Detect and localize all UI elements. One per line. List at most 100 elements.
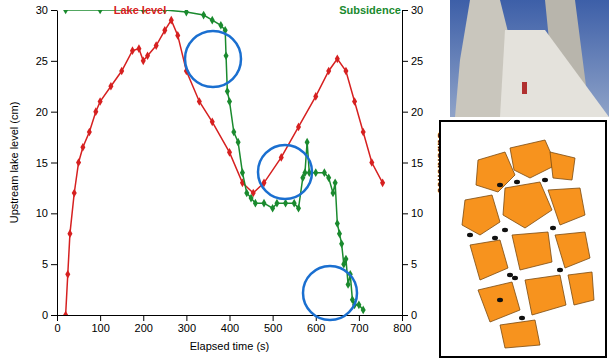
- tick: 200: [135, 315, 153, 334]
- data-point: [296, 204, 301, 213]
- legend-entry: Lake level: [114, 4, 167, 16]
- series-line: [66, 20, 383, 315]
- grain: [514, 180, 520, 184]
- data-point: [141, 56, 146, 65]
- tick-mark: [402, 264, 408, 265]
- tick-mark: [51, 163, 57, 164]
- tick-mark: [100, 315, 101, 321]
- grain: [542, 178, 548, 182]
- tick-label: 15: [36, 157, 48, 169]
- block: [555, 232, 590, 268]
- tick-mark: [186, 315, 187, 321]
- grain: [512, 276, 518, 280]
- tick: 500: [264, 315, 282, 334]
- x-axis: 0100200300400500600700800: [54, 315, 411, 334]
- data-point: [346, 280, 351, 289]
- data-point: [175, 31, 180, 40]
- block: [476, 152, 515, 192]
- tick-label: 30: [36, 4, 48, 16]
- data-point: [279, 153, 284, 162]
- data-point: [261, 199, 266, 208]
- data-point: [224, 51, 229, 60]
- data-point: [337, 229, 342, 238]
- tick-label: 500: [264, 322, 282, 334]
- tick-label: 700: [350, 322, 368, 334]
- axis-line: [57, 11, 58, 316]
- data-point: [119, 67, 124, 76]
- tick-mark: [359, 315, 360, 321]
- tick-mark: [402, 315, 408, 316]
- grain: [519, 316, 525, 320]
- data-point: [322, 168, 327, 177]
- tick: 10: [36, 207, 57, 219]
- data-point: [361, 306, 366, 315]
- tick: 700: [350, 315, 368, 334]
- grain: [507, 273, 513, 277]
- grain: [497, 298, 503, 302]
- data-point: [335, 54, 340, 63]
- tick: 300: [178, 315, 196, 334]
- data-point: [227, 97, 232, 106]
- tick: 0: [402, 309, 417, 321]
- data-point: [335, 219, 340, 228]
- block: [503, 182, 552, 228]
- tick-mark: [51, 213, 57, 214]
- tick-mark: [51, 61, 57, 62]
- data-point: [313, 92, 318, 101]
- data-point: [236, 138, 241, 147]
- series-line: [66, 10, 364, 310]
- highlight-circle: [185, 31, 241, 87]
- chart: 0100200300400500600700800051015202530051…: [0, 0, 609, 360]
- tick-label: 20: [36, 106, 48, 118]
- data-point: [339, 239, 344, 248]
- data-point: [244, 189, 249, 198]
- block: [550, 152, 575, 180]
- data-point: [253, 199, 258, 208]
- data-point: [210, 117, 215, 126]
- tick-mark: [402, 112, 408, 113]
- tick-label: 400: [221, 322, 239, 334]
- data-point: [65, 270, 70, 279]
- highlight-circle: [258, 145, 312, 199]
- data-point: [76, 158, 81, 167]
- data-point: [380, 178, 385, 187]
- data-point: [93, 107, 98, 116]
- block: [510, 140, 556, 178]
- tick: 0: [42, 309, 57, 321]
- annotations: [185, 31, 357, 320]
- tick-mark: [273, 315, 274, 321]
- tick: 20: [36, 106, 57, 118]
- data-point: [326, 173, 331, 182]
- tick-label: 15: [411, 157, 423, 169]
- tick-label: 10: [411, 207, 423, 219]
- tick: 25: [36, 55, 57, 67]
- diagram-frame: [440, 121, 606, 357]
- data-point: [154, 41, 159, 50]
- data-point: [197, 97, 202, 106]
- grain: [492, 236, 498, 240]
- block: [548, 188, 585, 225]
- tick-label: 30: [411, 4, 423, 16]
- data-point: [305, 138, 310, 147]
- data-point: [63, 10, 68, 14]
- tick: 15: [36, 157, 57, 169]
- legend: Lake levelSubsidence: [114, 4, 401, 16]
- data-point: [225, 87, 230, 96]
- block: [462, 195, 500, 235]
- data-point: [108, 82, 113, 91]
- tick-label: 25: [36, 55, 48, 67]
- data-point: [98, 97, 103, 106]
- tick: 5: [402, 258, 417, 270]
- tick-mark: [143, 315, 144, 321]
- photo: [450, 0, 609, 117]
- data-point: [184, 10, 189, 16]
- grain: [550, 226, 556, 230]
- data-point: [218, 21, 223, 30]
- tick-mark: [51, 315, 57, 316]
- tick-label: 5: [42, 258, 48, 270]
- block: [478, 282, 520, 322]
- data-point: [130, 46, 135, 55]
- block: [568, 272, 594, 305]
- grain: [467, 233, 473, 237]
- tick: 400: [221, 315, 239, 334]
